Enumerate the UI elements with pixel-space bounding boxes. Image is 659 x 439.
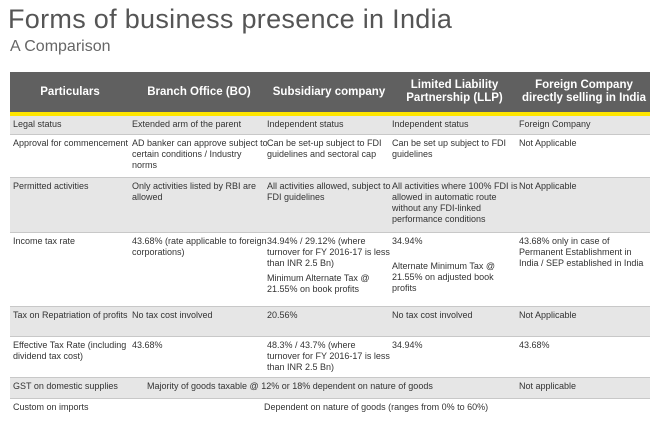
table-row: Tax on Repatriation of profits No tax co… [10, 307, 650, 337]
cell-llp: Can be set up subject to FDI guidelines [392, 138, 507, 159]
cell-subsidiary: 20.56% [267, 310, 298, 320]
page-title: Forms of business presence in India [8, 4, 453, 34]
header-subsidiary: Subsidiary company [272, 85, 386, 98]
cell-fc: 43.68% [519, 340, 550, 350]
row-label: Income tax rate [13, 236, 76, 246]
table-row: GST on domestic supplies Majority of goo… [10, 378, 650, 399]
table-row: Income tax rate 43.68% (rate applicable … [10, 233, 650, 307]
row-label: Approval for commencement [13, 138, 129, 148]
table-row: Approval for commencement AD banker can … [10, 135, 650, 178]
cell-fc: Not Applicable [519, 310, 577, 320]
cell-subsidiary: Independent status [267, 119, 344, 129]
cell-llp: 34.94% Alternate Minimum Tax @ 21.55% on… [392, 236, 518, 294]
cell-subsidiary: Can be set-up subject to FDI guidelines … [267, 138, 382, 159]
table-header: Particulars Branch Office (BO) Subsidiar… [10, 72, 650, 116]
subsidiary-mat: Minimum Alternate Tax @ 21.55% on book p… [267, 273, 370, 294]
row-label: Legal status [13, 119, 62, 129]
header-branch-office: Branch Office (BO) [147, 85, 251, 98]
cell-subsidiary: All activities allowed, subject to FDI g… [267, 181, 391, 202]
row-label: GST on domestic supplies [13, 381, 118, 391]
comparison-table: Particulars Branch Office (BO) Subsidiar… [10, 72, 650, 419]
cell-bo: Extended arm of the parent [132, 119, 242, 129]
table-row: Effective Tax Rate (including dividend t… [10, 337, 650, 378]
cell-bo: No tax cost involved [132, 310, 213, 320]
llp-amt: Alternate Minimum Tax @ 21.55% on adjust… [392, 261, 496, 293]
cell-bo: AD banker can approve subject to certain… [132, 138, 268, 170]
cell-fc: Foreign Company [519, 119, 591, 129]
page-subtitle: A Comparison [10, 38, 111, 55]
table-row: Legal status Extended arm of the parent … [10, 116, 650, 135]
cell-span-customs: Dependent on nature of goods (ranges fro… [264, 402, 489, 412]
cell-fc: Not Applicable [519, 181, 577, 191]
row-label: Effective Tax Rate (including dividend t… [13, 340, 127, 361]
cell-span-gst: Majority of goods taxable @ 12% or 18% d… [147, 381, 433, 391]
header-particulars: Particulars [40, 85, 100, 98]
llp-tax-rate: 34.94% [392, 236, 423, 246]
cell-bo: Only activities listed by RBI are allowe… [132, 181, 257, 202]
table-row: Permitted activities Only activities lis… [10, 178, 650, 233]
cell-llp: All activities where 100% FDI is allowed… [392, 181, 518, 224]
subsidiary-tax-rate: 34.94% / 29.12% (where turnover for FY 2… [267, 236, 390, 268]
header-llp: Limited Liability Partnership (LLP) [406, 79, 503, 104]
cell-llp: 34.94% [392, 340, 423, 350]
cell-fc: 43.68% only in case of Permanent Establi… [519, 236, 644, 268]
cell-bo: 43.68% [132, 340, 163, 350]
cell-fc: Not Applicable [519, 138, 577, 148]
header-foreign-company: Foreign Company directly selling in Indi… [522, 79, 646, 104]
cell-llp: Independent status [392, 119, 469, 129]
cell-subsidiary: 48.3% / 43.7% (where turnover for FY 201… [267, 340, 390, 372]
cell-llp: No tax cost involved [392, 310, 473, 320]
row-label: Custom on imports [13, 402, 89, 412]
row-label: Tax on Repatriation of profits [13, 310, 128, 320]
cell-bo: 43.68% (rate applicable to foreign corpo… [132, 236, 267, 257]
table-row: Custom on imports Dependent on nature of… [10, 399, 650, 419]
cell-fc: Not applicable [519, 381, 577, 391]
row-label: Permitted activities [13, 181, 89, 191]
cell-subsidiary: 34.94% / 29.12% (where turnover for FY 2… [267, 236, 391, 295]
